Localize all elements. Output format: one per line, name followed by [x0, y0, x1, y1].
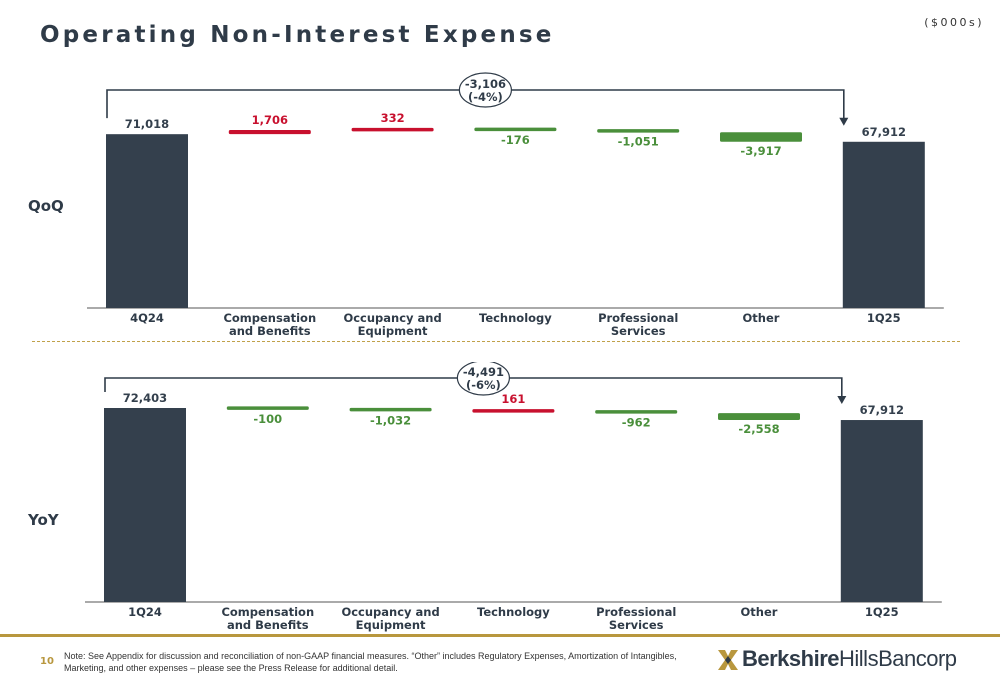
data-label: 332	[381, 111, 405, 125]
logo-text-bold: Berkshire	[742, 646, 840, 671]
category-label: and Benefits	[227, 618, 309, 632]
category-label: Services	[611, 324, 666, 338]
category-label: Occupancy and	[343, 311, 441, 325]
category-label: and Benefits	[229, 324, 311, 338]
data-label: 72,403	[123, 391, 167, 405]
waterfall-bar	[595, 410, 678, 414]
waterfall-bar	[597, 129, 680, 133]
category-label: Professional	[598, 311, 678, 325]
category-label: 1Q24	[128, 605, 162, 619]
data-label: -100	[253, 412, 282, 426]
category-label: Equipment	[358, 324, 428, 338]
total-change-label: -3,106	[465, 77, 506, 91]
waterfall-bar	[842, 141, 925, 308]
data-label: -2,558	[738, 422, 779, 436]
total-change-badge	[456, 362, 510, 396]
category-label: Occupancy and	[341, 605, 439, 619]
waterfall-bar	[349, 407, 432, 412]
total-change-label: (-4%)	[468, 90, 503, 104]
data-label: 67,912	[860, 403, 904, 417]
waterfall-bar	[474, 127, 557, 132]
total-change-badge	[458, 72, 512, 108]
total-change-label: -4,491	[463, 365, 504, 379]
page-number: 10	[40, 656, 54, 667]
data-label: 161	[501, 392, 525, 406]
footer-rule	[0, 634, 1000, 637]
data-label: -176	[501, 133, 530, 147]
row-label-yoy: YoY	[28, 511, 59, 529]
logo-text-regular: HillsBancorp	[839, 646, 957, 671]
data-label: 67,912	[862, 125, 906, 139]
data-label: 1,706	[252, 113, 288, 127]
category-label: Technology	[477, 605, 550, 619]
category-label: Technology	[479, 311, 552, 325]
bracket-arrow-icon	[839, 117, 849, 126]
units-label: ($000s)	[924, 16, 984, 29]
category-label: Services	[609, 618, 664, 632]
waterfall-bar	[351, 127, 434, 132]
category-label: 1Q25	[865, 605, 899, 619]
total-change-label: (-6%)	[466, 378, 501, 392]
waterfall-bar	[228, 130, 311, 135]
waterfall-bar	[472, 409, 555, 413]
category-label: Other	[743, 311, 780, 325]
company-logo: BerkshireHillsBancorp	[716, 646, 986, 676]
data-label: -1,032	[370, 413, 411, 427]
row-label-qoq: QoQ	[28, 197, 64, 215]
data-label: 71,018	[125, 117, 169, 131]
waterfall-bar	[718, 413, 800, 421]
category-label: Professional	[596, 605, 676, 619]
category-label: 1Q25	[867, 311, 901, 325]
category-label: Other	[741, 605, 778, 619]
page-title: Operating Non-Interest Expense	[40, 22, 555, 48]
waterfall-bar	[226, 406, 309, 410]
logo-mark-icon	[718, 650, 738, 670]
category-label: Compensation	[223, 311, 316, 325]
data-label: -1,051	[618, 135, 659, 149]
data-label: -962	[622, 416, 651, 430]
waterfall-bar	[840, 420, 923, 602]
category-label: 4Q24	[130, 311, 164, 325]
waterfall-bar	[106, 134, 188, 308]
footnote: Note: See Appendix for discussion and re…	[64, 651, 677, 673]
category-label: Compensation	[221, 605, 314, 619]
bracket-arrow-icon	[837, 396, 847, 405]
data-label: -3,917	[740, 144, 781, 158]
section-divider	[32, 341, 960, 342]
waterfall-bar	[104, 408, 186, 602]
waterfall-bar	[720, 132, 802, 142]
category-label: Equipment	[356, 618, 426, 632]
